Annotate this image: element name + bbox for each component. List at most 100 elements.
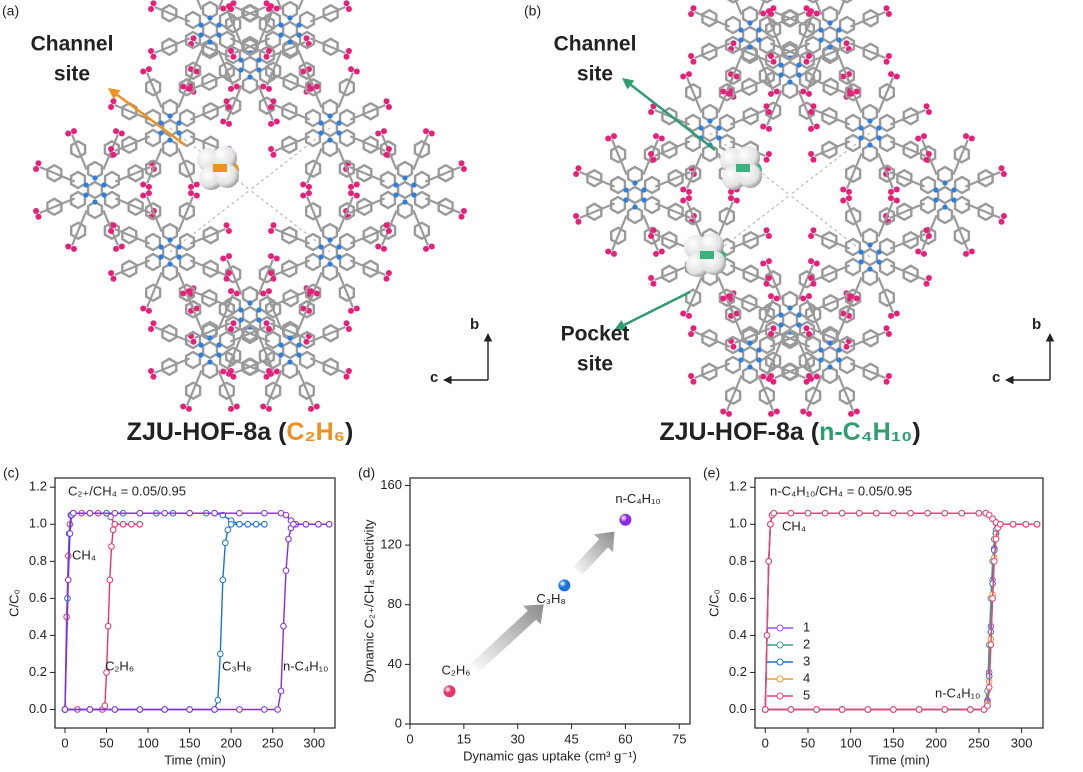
o-atom <box>925 108 932 115</box>
bond <box>788 17 811 28</box>
o-atom <box>968 135 975 142</box>
o-atom <box>193 68 200 75</box>
bond <box>114 143 130 152</box>
ring <box>201 20 219 40</box>
ring <box>701 143 719 163</box>
o-atom <box>345 368 352 375</box>
o-atom <box>843 40 850 47</box>
bond <box>910 233 926 242</box>
bond <box>370 104 386 113</box>
o-atom <box>813 373 820 380</box>
o-atom <box>733 310 740 317</box>
o-atom <box>885 330 892 337</box>
o-atom <box>385 146 392 153</box>
y-tick-label: 160 <box>380 477 402 492</box>
ring <box>69 170 87 190</box>
bond <box>877 276 888 299</box>
x-tick-label: 45 <box>564 731 578 746</box>
bond <box>168 12 191 23</box>
x-tick-label: 50 <box>99 735 113 750</box>
o-atom <box>150 53 157 60</box>
data-point <box>236 509 243 517</box>
o-atom <box>228 368 235 375</box>
ring <box>844 237 862 257</box>
o-atom <box>658 135 665 142</box>
ring <box>338 283 355 303</box>
o-atom <box>915 248 922 255</box>
bond <box>412 148 423 171</box>
ring <box>144 77 162 97</box>
o-atom <box>375 243 382 250</box>
bond <box>152 210 163 233</box>
x-tick-label: 0 <box>61 735 68 750</box>
o-atom <box>428 130 435 137</box>
ring <box>626 185 644 205</box>
bond <box>750 233 766 242</box>
ring <box>805 66 822 86</box>
bond <box>445 166 461 175</box>
o-atom <box>140 305 147 312</box>
data-point <box>136 706 144 713</box>
n-atom <box>83 192 89 198</box>
bond <box>668 140 691 151</box>
bond <box>250 365 266 374</box>
bond <box>337 86 348 109</box>
bond <box>185 168 194 184</box>
ring <box>282 72 299 92</box>
n-atom <box>167 113 173 119</box>
bond <box>708 362 731 373</box>
bond <box>772 89 783 112</box>
n-atom <box>318 254 324 260</box>
bond <box>420 230 429 246</box>
n-atom <box>198 342 204 348</box>
o-atom <box>770 5 777 12</box>
o-atom <box>650 227 657 234</box>
ring <box>845 288 862 308</box>
title-part: ) <box>912 418 920 446</box>
o-atom <box>915 135 922 142</box>
o-atom <box>803 378 810 385</box>
bond <box>305 390 314 406</box>
bond <box>154 365 170 374</box>
ring <box>281 360 299 380</box>
bond <box>225 390 234 406</box>
x-axis-title: Dynamic gas uptake (cm³ g⁻¹) <box>463 748 637 763</box>
bond <box>297 0 304 11</box>
ring <box>804 15 822 35</box>
bond <box>849 362 872 373</box>
panel-letter: (b) <box>524 3 541 19</box>
o-atom <box>688 373 695 380</box>
n-atom <box>756 347 762 353</box>
y-tick-label: 0.2 <box>29 664 47 679</box>
bond <box>370 267 386 276</box>
bond <box>272 49 283 72</box>
o-atom <box>268 270 275 277</box>
bond <box>772 28 783 51</box>
n-atom <box>327 113 333 119</box>
bond <box>774 331 790 340</box>
o-atom <box>803 5 810 12</box>
bond <box>266 70 275 86</box>
o-atom <box>720 88 727 95</box>
ring <box>821 345 839 365</box>
ring <box>218 299 236 319</box>
n-atom <box>933 197 939 203</box>
ring <box>725 386 742 406</box>
bond <box>186 390 195 406</box>
ring <box>838 15 856 35</box>
n-atom <box>942 180 948 186</box>
bond <box>708 17 731 28</box>
o-atom <box>773 408 780 415</box>
o-atom <box>458 213 465 220</box>
o-atom <box>805 293 812 300</box>
bond <box>363 172 386 183</box>
ring <box>69 139 87 159</box>
bond <box>168 37 191 48</box>
bond <box>77 148 88 171</box>
data-point <box>252 520 260 528</box>
o-atom <box>385 103 392 110</box>
n-atom <box>336 130 342 136</box>
o-atom <box>343 373 350 380</box>
o-atom <box>305 190 312 197</box>
ring <box>862 42 879 62</box>
